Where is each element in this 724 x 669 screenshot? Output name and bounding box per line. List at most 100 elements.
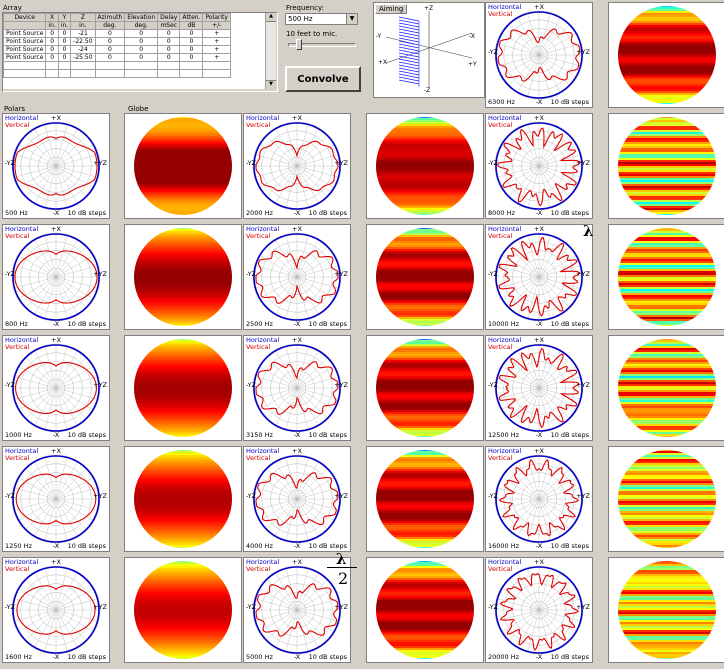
- table-cell[interactable]: 0: [157, 53, 181, 62]
- table-cell[interactable]: 0: [179, 45, 204, 54]
- table-cell[interactable]: 0: [179, 29, 204, 38]
- polar-plot-800hz[interactable]: Horizontal Vertical +X -X -YZ +YZ 10 dB steps 8…: [2, 224, 110, 330]
- table-cell[interactable]: -25.50: [70, 53, 96, 62]
- polar-plot-1250hz[interactable]: Horizontal Vertical +X -X -YZ +YZ 10 dB steps 1…: [2, 446, 110, 552]
- globe-band: [134, 491, 232, 494]
- array-table[interactable]: Device X Y Z Azimuth Elevation Delay Atten. Pola…: [3, 13, 231, 78]
- polar-plot-1600hz[interactable]: Horizontal Vertical +X -X -YZ +YZ 10 dB steps 1…: [2, 557, 110, 663]
- column-header[interactable]: Polarity: [202, 13, 231, 22]
- globe-plot-5000hz[interactable]: [366, 557, 484, 663]
- globe-plot-800hz[interactable]: [124, 224, 242, 330]
- polar-plot-500hz[interactable]: Horizontal Vertical +X -X -YZ +YZ 10 dB steps 5…: [2, 113, 110, 219]
- globe-plot-6300hz[interactable]: [608, 2, 724, 108]
- array-scrollbar[interactable]: ▲ ▼: [265, 13, 276, 89]
- table-cell[interactable]: Point Source: [3, 29, 47, 38]
- frequency-select[interactable]: 500 Hz ▼: [285, 13, 358, 25]
- globe-plot-16000hz[interactable]: [608, 446, 724, 552]
- table-cell[interactable]: +: [202, 29, 231, 38]
- table-cell[interactable]: 0: [179, 37, 204, 46]
- polar-plot-4000hz[interactable]: Horizontal Vertical +X -X -YZ +YZ 10 dB steps 4…: [243, 446, 351, 552]
- table-cell[interactable]: 0: [124, 37, 159, 46]
- table-row-empty[interactable]: [3, 69, 231, 78]
- globe-band: [618, 562, 716, 565]
- table-row-empty[interactable]: [3, 61, 231, 70]
- column-header[interactable]: Device: [3, 13, 47, 22]
- polar-plot-16000hz[interactable]: Horizontal Vertical +X -X -YZ +YZ 10 dB steps 1…: [485, 446, 593, 552]
- scroll-down-icon[interactable]: ▼: [266, 80, 276, 89]
- table-cell[interactable]: 0: [45, 53, 59, 62]
- slider-thumb[interactable]: [296, 39, 302, 50]
- table-cell[interactable]: 0: [124, 45, 159, 54]
- table-cell[interactable]: 0: [94, 53, 126, 62]
- globe-plot-8000hz[interactable]: [608, 113, 724, 219]
- convolve-button[interactable]: Convolve: [285, 66, 361, 92]
- column-header[interactable]: Z: [70, 13, 96, 22]
- table-cell[interactable]: 0: [45, 29, 59, 38]
- column-header[interactable]: Atten.: [179, 13, 204, 22]
- polar-plot-6300hz[interactable]: Horizontal Vertical +X -X -YZ +YZ 10 dB steps 6…: [485, 2, 593, 108]
- table-cell[interactable]: +: [202, 37, 231, 46]
- table-cell[interactable]: -21: [70, 29, 96, 38]
- table-cell[interactable]: Point Source: [3, 53, 47, 62]
- db-steps-label: 10 dB steps: [67, 653, 106, 661]
- table-cell[interactable]: 0: [57, 29, 72, 38]
- table-cell[interactable]: +: [202, 53, 231, 62]
- table-cell[interactable]: 0: [94, 37, 126, 46]
- globe-plot-500hz[interactable]: [124, 113, 242, 219]
- table-cell[interactable]: 0: [157, 45, 181, 54]
- polar-grid-spoke: [496, 376, 540, 389]
- globe-plot-1000hz[interactable]: [124, 335, 242, 441]
- globe-band: [618, 602, 716, 605]
- table-cell[interactable]: Point Source: [3, 45, 47, 54]
- globe-plot-2500hz[interactable]: [366, 224, 484, 330]
- table-cell[interactable]: -24: [70, 45, 96, 54]
- table-cell[interactable]: 0: [57, 53, 72, 62]
- polar-plot-2000hz[interactable]: Horizontal Vertical +X -X -YZ +YZ 10 dB steps 2…: [243, 113, 351, 219]
- globe-plot-1600hz[interactable]: [124, 557, 242, 663]
- table-cell[interactable]: 0: [94, 29, 126, 38]
- globe-band: [376, 378, 474, 381]
- table-cell[interactable]: +: [202, 45, 231, 54]
- table-cell[interactable]: 0: [57, 45, 72, 54]
- polar-plot-10000hz[interactable]: Horizontal Vertical +X -X -YZ +YZ 10 dB steps 1…: [485, 224, 593, 330]
- globe-plot-1250hz[interactable]: [124, 446, 242, 552]
- scroll-up-icon[interactable]: ▲: [266, 13, 276, 22]
- table-cell[interactable]: 0: [45, 37, 59, 46]
- column-header[interactable]: Elevation: [124, 13, 159, 22]
- table-cell[interactable]: -22.50: [70, 37, 96, 46]
- table-row[interactable]: Point Source 0 0 -21 0 0 0 0 +: [3, 29, 231, 38]
- chevron-down-icon[interactable]: ▼: [346, 14, 357, 24]
- table-cell[interactable]: Point Source: [3, 37, 47, 46]
- polar-plot-8000hz[interactable]: Horizontal Vertical +X -X -YZ +YZ 10 dB steps 8…: [485, 113, 593, 219]
- globe-plot-3150hz[interactable]: [366, 335, 484, 441]
- polar-plot-12500hz[interactable]: Horizontal Vertical +X -X -YZ +YZ 10 dB steps 1…: [485, 335, 593, 441]
- polar-plot-20000hz[interactable]: Horizontal Vertical +X -X -YZ +YZ 10 dB steps 2…: [485, 557, 593, 663]
- table-row[interactable]: Point Source 0 0 -24 0 0 0 0 +: [3, 45, 231, 54]
- column-header[interactable]: Y: [57, 13, 72, 22]
- globe-plot-10000hz[interactable]: [608, 224, 724, 330]
- table-cell[interactable]: 0: [157, 29, 181, 38]
- polar-plot-2500hz[interactable]: Horizontal Vertical +X -X -YZ +YZ 10 dB steps 2…: [243, 224, 351, 330]
- distance-slider[interactable]: [288, 39, 356, 50]
- polar-plot-3150hz[interactable]: Horizontal Vertical +X -X -YZ +YZ 10 dB steps 3…: [243, 335, 351, 441]
- table-row[interactable]: Point Source 0 0 -22.50 0 0 0 0 +: [3, 37, 231, 46]
- table-row[interactable]: Point Source 0 0 -25.50 0 0 0 0 +: [3, 53, 231, 62]
- globe-plot-2000hz[interactable]: [366, 113, 484, 219]
- globe-plot-20000hz[interactable]: [608, 557, 724, 663]
- globe-plot-4000hz[interactable]: [366, 446, 484, 552]
- table-cell[interactable]: 0: [179, 53, 204, 62]
- column-header[interactable]: X: [45, 13, 59, 22]
- polar-plot-1000hz[interactable]: Horizontal Vertical +X -X -YZ +YZ 10 dB steps 1…: [2, 335, 110, 441]
- polar-plot-5000hz[interactable]: Horizontal Vertical +X -X -YZ +YZ 10 dB steps 5…: [243, 557, 351, 663]
- table-cell[interactable]: 0: [45, 45, 59, 54]
- table-cell[interactable]: 0: [124, 53, 159, 62]
- column-header[interactable]: Delay: [157, 13, 181, 22]
- table-cell[interactable]: 0: [157, 37, 181, 46]
- globe-band: [618, 394, 716, 397]
- table-cell[interactable]: 0: [124, 29, 159, 38]
- table-cell[interactable]: 0: [57, 37, 72, 46]
- polar-grid-spoke: [254, 487, 298, 500]
- globe-plot-12500hz[interactable]: [608, 335, 724, 441]
- column-header[interactable]: Azimuth: [94, 13, 126, 22]
- table-cell[interactable]: 0: [94, 45, 126, 54]
